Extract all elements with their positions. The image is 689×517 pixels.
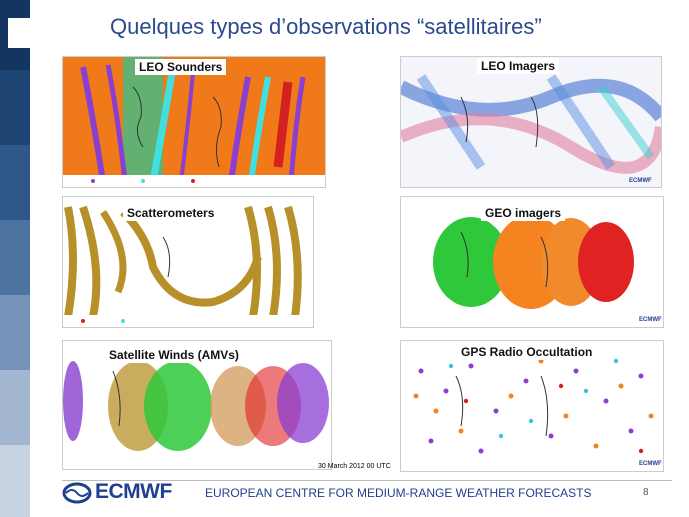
ecmwf-mini-tag: ECMWF	[629, 178, 652, 184]
panel-label: LEO Imagers	[477, 58, 560, 74]
leo-sounders-map	[63, 57, 325, 187]
gps-radio-occultation-panel: GPS Radio Occultation ECMWF	[400, 340, 664, 472]
organization-name: EUROPEAN CENTRE FOR MEDIUM-RANGE WEATHER…	[205, 486, 592, 500]
page-number: 8	[643, 487, 649, 498]
ecmwf-logo-text: ECMWF	[95, 480, 172, 503]
panel-label: LEO Sounders	[135, 59, 227, 75]
panel-label: Satellite Winds (AMVs)	[105, 347, 243, 363]
gps-radio-occultation-map	[401, 341, 663, 471]
footer-divider	[62, 480, 672, 481]
date-stamp: 30 March 2012 00 UTC	[318, 463, 391, 470]
satellite-winds-panel: Satellite Winds (AMVs)	[62, 340, 332, 470]
geo-imagers-panel: GEO imagers ECMWF	[400, 196, 664, 328]
geo-imagers-map	[401, 197, 663, 327]
panel-label: GPS Radio Occultation	[457, 344, 597, 360]
leo-sounders-panel: LEO Sounders	[62, 56, 326, 188]
ecmwf-mini-tag: ECMWF	[639, 317, 662, 323]
leo-imagers-map	[401, 57, 661, 187]
scatterometers-map	[63, 197, 313, 327]
ecmwf-mini-tag: ECMWF	[639, 461, 662, 467]
slide-title: Quelques types d’observations “satellita…	[110, 14, 542, 39]
panel-label: Scatterometers	[123, 205, 219, 221]
leo-imagers-panel: LEO Imagers ECMWF	[400, 56, 662, 188]
panel-label: GEO imagers	[481, 205, 566, 221]
ecmwf-logo-icon	[62, 482, 92, 504]
scatterometers-panel: Scatterometers	[62, 196, 314, 328]
left-decorative-bar	[0, 0, 30, 517]
